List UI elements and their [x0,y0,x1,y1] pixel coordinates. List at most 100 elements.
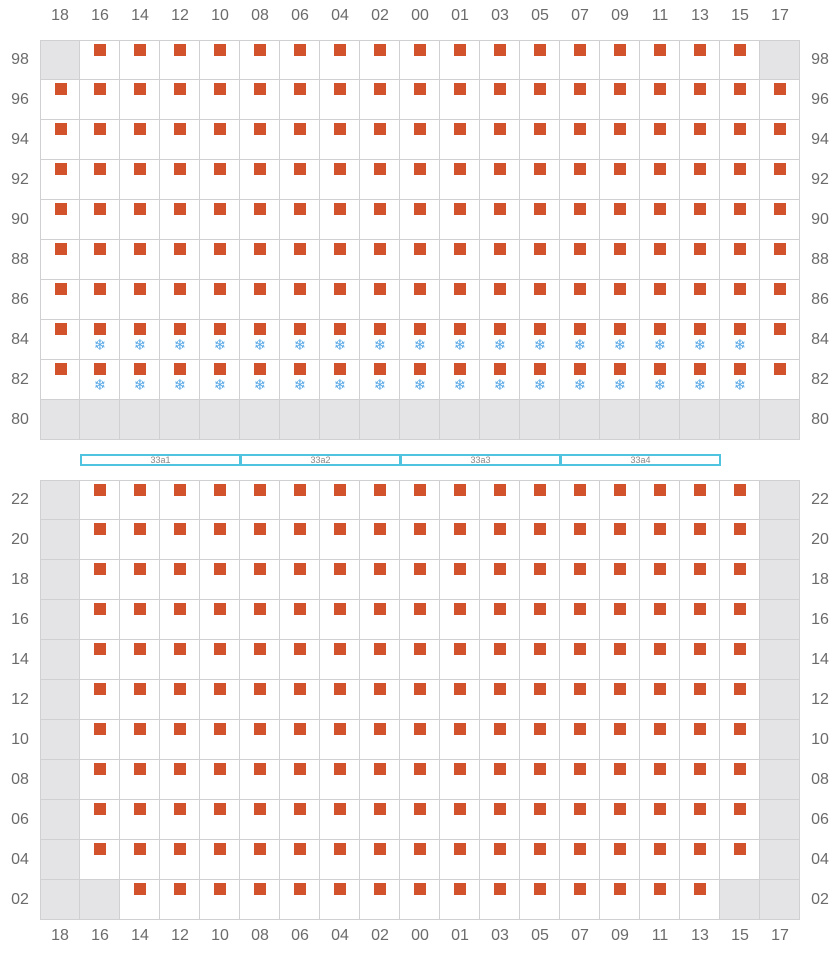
slot-cell[interactable] [640,840,680,880]
slot-cell[interactable] [320,200,360,240]
slot-cell[interactable]: ❄ [640,320,680,360]
slot-cell[interactable] [80,480,120,520]
slot-cell[interactable] [160,560,200,600]
slot-cell[interactable]: ❄ [680,320,720,360]
slot-cell[interactable] [360,560,400,600]
slot-cell[interactable] [440,680,480,720]
slot-cell[interactable] [360,600,400,640]
slot-cell[interactable] [680,520,720,560]
slot-cell[interactable] [80,720,120,760]
slot-cell[interactable] [480,280,520,320]
slot-cell[interactable]: ❄ [120,320,160,360]
slot-cell[interactable] [600,520,640,560]
slot-cell[interactable] [680,840,720,880]
slot-cell[interactable] [640,40,680,80]
slot-cell[interactable] [400,840,440,880]
slot-cell[interactable] [120,680,160,720]
slot-cell[interactable]: ❄ [680,360,720,400]
slot-cell[interactable] [40,120,80,160]
slot-cell[interactable] [200,240,240,280]
slot-cell[interactable] [720,720,760,760]
slot-cell[interactable] [520,120,560,160]
slot-cell[interactable] [160,240,200,280]
slot-cell[interactable] [280,640,320,680]
slot-cell[interactable] [120,40,160,80]
slot-cell[interactable] [440,120,480,160]
slot-cell[interactable] [520,680,560,720]
slot-cell[interactable] [440,280,480,320]
slot-cell[interactable] [160,480,200,520]
slot-cell[interactable] [360,840,400,880]
slot-cell[interactable]: ❄ [160,360,200,400]
slot-cell[interactable] [760,280,800,320]
slot-cell[interactable] [480,80,520,120]
slot-cell[interactable] [480,480,520,520]
slot-cell[interactable] [480,840,520,880]
slot-cell[interactable] [560,880,600,920]
slot-cell[interactable] [120,720,160,760]
slot-cell[interactable] [360,800,400,840]
slot-cell[interactable] [640,80,680,120]
slot-cell[interactable]: ❄ [80,360,120,400]
slot-cell[interactable] [240,880,280,920]
slot-cell[interactable] [200,760,240,800]
slot-cell[interactable] [720,760,760,800]
slot-cell[interactable] [320,760,360,800]
slot-cell[interactable] [120,520,160,560]
slot-cell[interactable] [280,520,320,560]
slot-cell[interactable] [400,640,440,680]
slot-cell[interactable] [240,280,280,320]
slot-cell[interactable] [320,240,360,280]
slot-cell[interactable] [480,600,520,640]
slot-cell[interactable] [120,560,160,600]
slot-cell[interactable] [240,80,280,120]
slot-cell[interactable] [160,280,200,320]
slot-cell[interactable] [480,720,520,760]
slot-cell[interactable] [720,200,760,240]
slot-cell[interactable] [280,880,320,920]
slot-cell[interactable] [480,160,520,200]
slot-cell[interactable] [560,840,600,880]
slot-cell[interactable] [360,760,400,800]
slot-cell[interactable]: ❄ [280,320,320,360]
slot-cell[interactable] [400,880,440,920]
slot-cell[interactable] [720,600,760,640]
slot-cell[interactable] [280,840,320,880]
slot-cell[interactable]: ❄ [640,360,680,400]
slot-cell[interactable] [440,520,480,560]
slot-cell[interactable] [120,80,160,120]
slot-cell[interactable] [160,880,200,920]
slot-cell[interactable] [280,680,320,720]
slot-cell[interactable] [760,240,800,280]
slot-cell[interactable] [160,640,200,680]
slot-cell[interactable] [680,800,720,840]
slot-cell[interactable] [160,40,200,80]
slot-cell[interactable] [240,640,280,680]
slot-cell[interactable] [480,40,520,80]
slot-cell[interactable] [440,200,480,240]
slot-cell[interactable]: ❄ [360,320,400,360]
slot-cell[interactable] [680,680,720,720]
slot-cell[interactable] [560,520,600,560]
slot-cell[interactable] [280,160,320,200]
slot-cell[interactable] [560,680,600,720]
slot-cell[interactable] [520,800,560,840]
rack-band[interactable]: 33a1 [80,454,240,466]
slot-cell[interactable] [40,200,80,240]
slot-cell[interactable] [280,240,320,280]
slot-cell[interactable] [720,680,760,720]
slot-cell[interactable] [720,560,760,600]
slot-cell[interactable] [80,120,120,160]
slot-cell[interactable] [400,480,440,520]
slot-cell[interactable] [440,40,480,80]
slot-cell[interactable] [320,800,360,840]
slot-cell[interactable] [440,480,480,520]
slot-cell[interactable] [120,480,160,520]
slot-cell[interactable] [520,160,560,200]
slot-cell[interactable]: ❄ [400,360,440,400]
slot-cell[interactable] [160,800,200,840]
slot-cell[interactable] [560,640,600,680]
slot-cell[interactable] [80,80,120,120]
slot-cell[interactable] [400,800,440,840]
slot-cell[interactable] [560,560,600,600]
